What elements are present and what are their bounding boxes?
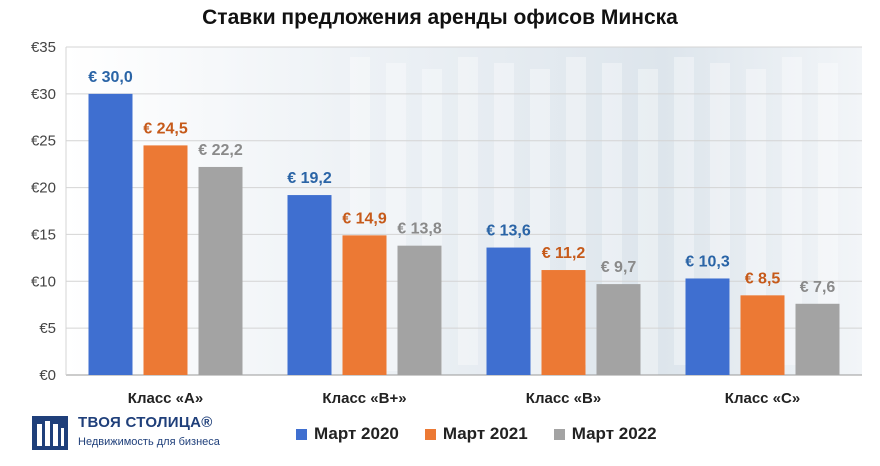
legend-swatch-2022 bbox=[553, 428, 565, 440]
y-tick-label: €10 bbox=[31, 273, 56, 290]
bar-3-2 bbox=[795, 303, 840, 375]
y-tick-label: €20 bbox=[31, 180, 56, 197]
y-axis: €0 €5 €10 €15 €20 €25 €30 €35 bbox=[31, 39, 56, 384]
legend-item-2020: Март 2020 bbox=[296, 424, 399, 444]
bar-2-1 bbox=[541, 270, 586, 375]
bar-3-0 bbox=[685, 278, 730, 375]
data-label-1-1: € 14,9 bbox=[342, 210, 387, 227]
legend: Март 2020 Март 2021 Март 2022 bbox=[296, 423, 657, 445]
data-labels: € 30,0 € 24,5 € 22,2 € 19,2 € 14,9 € 13,8 € 13… bbox=[88, 69, 835, 296]
bar-1-1 bbox=[342, 235, 387, 375]
background-stripe bbox=[782, 57, 802, 365]
background-stripe bbox=[818, 63, 838, 371]
bar-0-0 bbox=[88, 93, 133, 375]
bar-1-0 bbox=[287, 195, 332, 375]
category-label: Класс «В+» bbox=[322, 390, 406, 407]
legend-item-2021: Март 2021 bbox=[424, 424, 528, 444]
legend-label-2022: Март 2022 bbox=[571, 424, 657, 443]
bar-0-2 bbox=[198, 166, 243, 375]
data-label-2-2: € 9,7 bbox=[601, 259, 637, 276]
bar-2-0 bbox=[486, 247, 531, 375]
bar-1-2 bbox=[397, 245, 442, 375]
y-tick-label: €30 bbox=[31, 86, 56, 103]
legend-item-2022: Март 2022 bbox=[553, 424, 657, 444]
data-label-3-1: € 8,5 bbox=[745, 270, 781, 287]
data-label-0-0: € 30,0 bbox=[88, 69, 133, 86]
bar-0-1 bbox=[143, 145, 188, 375]
y-tick-label: €0 bbox=[39, 367, 56, 384]
bar-3-1 bbox=[740, 295, 785, 375]
brand-name: ТВОЯ СТОЛИЦА® bbox=[78, 414, 213, 431]
y-tick-label: €25 bbox=[31, 133, 56, 150]
x-axis: Класс «А» Класс «В+» Класс «В» Класс «С» bbox=[128, 390, 800, 407]
background-stripe bbox=[638, 69, 658, 377]
legend-swatch-2021 bbox=[424, 428, 436, 440]
category-label: Класс «А» bbox=[128, 390, 203, 407]
bars bbox=[88, 93, 840, 375]
category-label: Класс «В» bbox=[526, 390, 601, 407]
data-label-0-1: € 24,5 bbox=[143, 120, 188, 137]
data-label-1-0: € 19,2 bbox=[287, 170, 332, 187]
background-stripe bbox=[458, 57, 478, 365]
chart-title: Ставки предложения аренды офисов Минска bbox=[202, 6, 678, 29]
bar-chart: €0 €5 €10 €15 €20 €25 €30 €35 € 30,0 € 24,5 € 22,… bbox=[31, 39, 862, 407]
data-label-2-1: € 11,2 bbox=[542, 245, 586, 262]
data-label-0-2: € 22,2 bbox=[198, 142, 243, 159]
legend-label-2020: Март 2020 bbox=[314, 424, 399, 443]
legend-swatch-2020 bbox=[296, 428, 307, 440]
data-label-2-0: € 13,6 bbox=[486, 223, 531, 240]
legend-label-2021: Март 2021 bbox=[442, 424, 528, 443]
brand-logo: ТВОЯ СТОЛИЦА® Недвижимость для бизнеса bbox=[28, 410, 258, 454]
y-tick-label: €15 bbox=[31, 226, 56, 243]
data-label-1-2: € 13,8 bbox=[397, 221, 442, 238]
y-tick-label: €5 bbox=[39, 320, 56, 337]
building-logo-icon bbox=[32, 416, 68, 450]
category-label: Класс «С» bbox=[725, 390, 800, 407]
data-label-3-0: € 10,3 bbox=[685, 253, 730, 270]
y-tick-label: €35 bbox=[31, 39, 56, 56]
data-label-3-2: € 7,6 bbox=[800, 279, 836, 296]
bar-2-2 bbox=[596, 284, 641, 375]
brand-tagline: Недвижимость для бизнеса bbox=[78, 436, 220, 448]
